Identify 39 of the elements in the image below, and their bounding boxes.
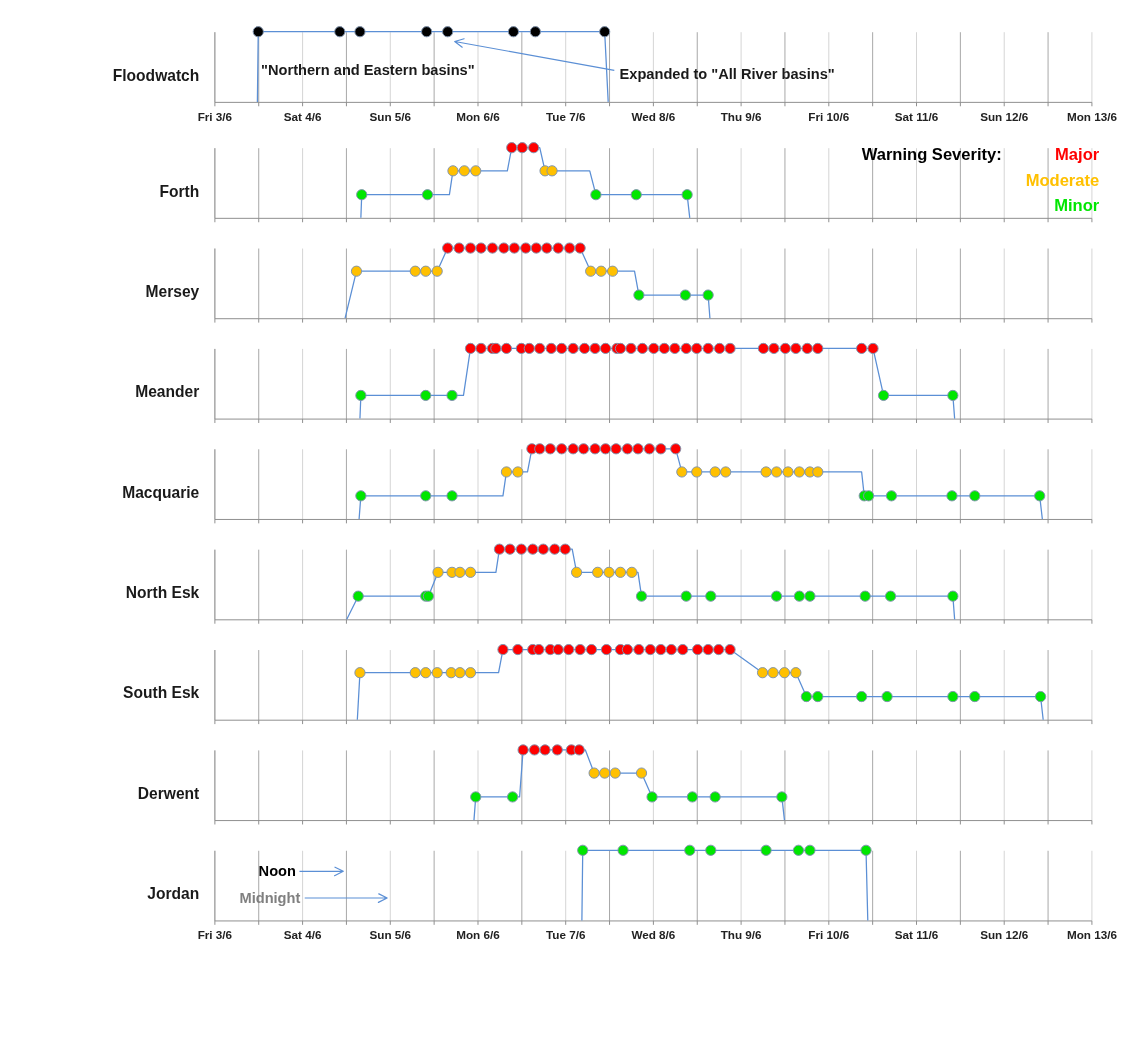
x-tick-label: Thu 9/6 (720, 928, 763, 942)
x-tick-label: Wed 8/6 (631, 109, 676, 123)
x-tick-label: Tue 7/6 (545, 109, 586, 123)
y-axis-title: Forth (159, 182, 200, 200)
x-tick-label: Sat 4/6 (283, 928, 322, 942)
x-tick-label: Sun 5/6 (369, 928, 412, 942)
x-tick-label: Sat 4/6 (283, 109, 322, 123)
x-tick-label: Mon 6/6 (456, 109, 501, 123)
x-tick-label: Fri 3/6 (197, 109, 233, 123)
y-axis-title: Macquarie (122, 483, 200, 501)
x-tick-label: Sat 11/6 (894, 928, 939, 942)
x-tick-label: Mon 13/6 (1066, 928, 1118, 942)
y-axis-title: North Esk (125, 584, 200, 602)
text: Moderate (1025, 170, 1100, 190)
annotation: Expanded to "All River basins" (619, 65, 835, 82)
annotation: Noon (258, 863, 297, 880)
text: Minor (1054, 196, 1100, 216)
x-tick-label: Mon 13/6 (1066, 109, 1118, 123)
y-axis-title: South Esk (123, 684, 200, 702)
x-tick-label: Fri 10/6 (808, 109, 850, 123)
annotation: Midnight (239, 889, 301, 906)
x-tick-label: Tue 7/6 (545, 928, 586, 942)
x-tick-label: Sun 12/6 (980, 928, 1029, 942)
y-axis-title: Jordan (147, 885, 200, 903)
y-axis-title: Floodwatch (112, 66, 200, 84)
x-tick-label: Thu 9/6 (720, 109, 763, 123)
x-tick-label: Wed 8/6 (631, 928, 676, 942)
x-tick-label: Mon 6/6 (456, 928, 501, 942)
y-axis-title: Meander (135, 383, 200, 401)
text: Major (1055, 145, 1100, 165)
x-tick-label: Sun 5/6 (369, 109, 412, 123)
x-tick-label: Fri 3/6 (197, 928, 233, 942)
annotation: "Northern and Eastern basins" (261, 62, 475, 79)
x-tick-label: Fri 10/6 (808, 928, 850, 942)
legend-title: Warning Severity: (861, 145, 1002, 165)
x-tick-label: Sun 12/6 (980, 109, 1029, 123)
x-tick-label: Sat 11/6 (894, 109, 939, 123)
y-axis-title: Mersey (145, 282, 200, 300)
y-axis-title: Derwent (137, 784, 200, 802)
